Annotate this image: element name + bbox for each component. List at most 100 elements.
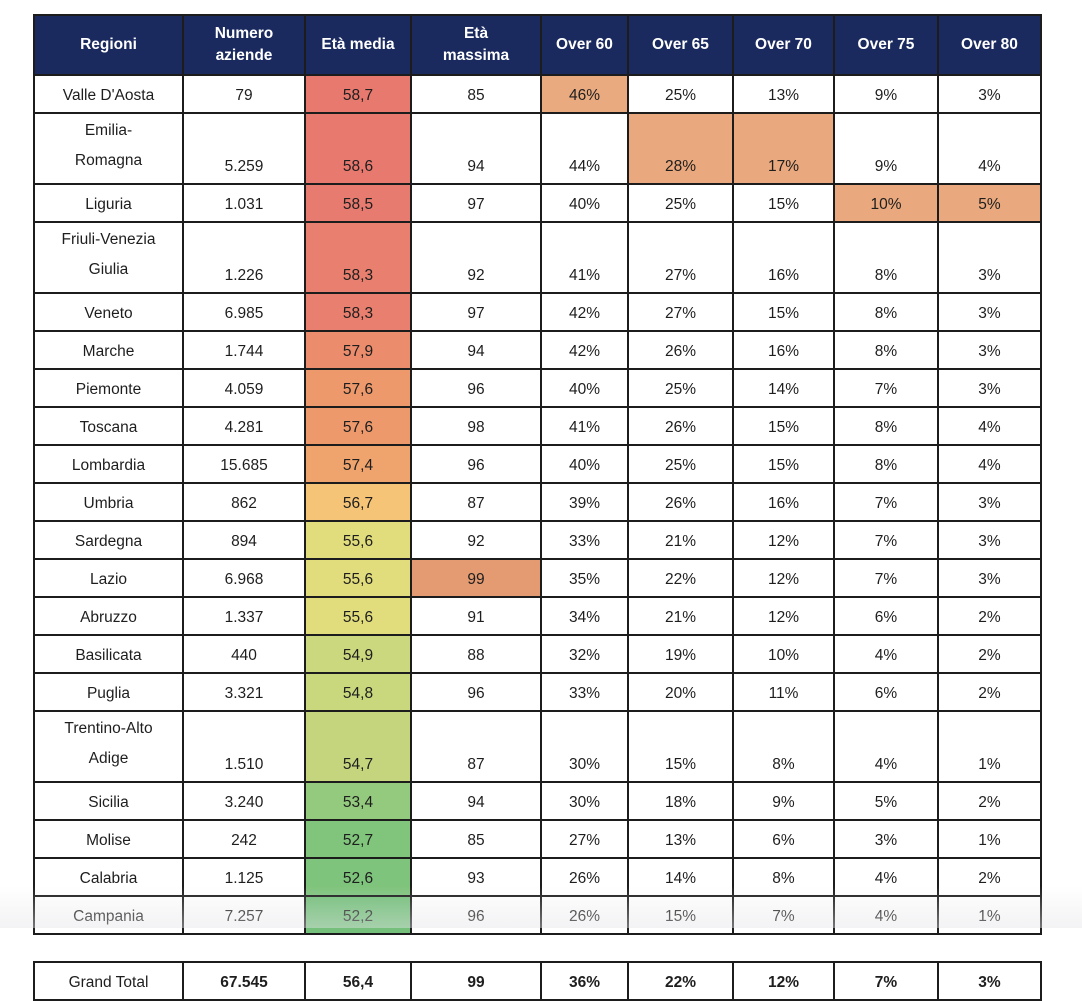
grand-total-value: 7% <box>834 962 938 1000</box>
region-name-cell: Marche <box>34 331 183 369</box>
value-cell: 79 <box>183 75 305 113</box>
value-cell: 3.240 <box>183 782 305 820</box>
value-cell: 7% <box>834 521 938 559</box>
region-name-cell: Molise <box>34 820 183 858</box>
value-cell: 21% <box>628 597 733 635</box>
value-cell: 40% <box>541 369 628 407</box>
value-cell: 27% <box>541 820 628 858</box>
value-cell: 440 <box>183 635 305 673</box>
value-cell: 4% <box>834 635 938 673</box>
value-cell: 15% <box>628 896 733 934</box>
region-name-cell: Basilicata <box>34 635 183 673</box>
value-cell: 7% <box>834 559 938 597</box>
region-name-cell: Calabria <box>34 858 183 896</box>
region-name-cell: Friuli-Venezia Giulia <box>34 222 183 293</box>
value-cell: 20% <box>628 673 733 711</box>
value-cell: 26% <box>541 858 628 896</box>
value-cell: 8% <box>834 222 938 293</box>
value-cell: 85 <box>411 820 541 858</box>
value-cell: 42% <box>541 331 628 369</box>
value-cell: 1% <box>938 711 1041 782</box>
value-cell: 21% <box>628 521 733 559</box>
value-cell: 39% <box>541 483 628 521</box>
region-name-cell: Umbria <box>34 483 183 521</box>
value-cell: 14% <box>733 369 834 407</box>
value-cell: 58,7 <box>305 75 411 113</box>
value-cell: 10% <box>733 635 834 673</box>
value-cell: 42% <box>541 293 628 331</box>
value-cell: 22% <box>628 559 733 597</box>
region-name-cell: Piemonte <box>34 369 183 407</box>
grand-total-value: 56,4 <box>305 962 411 1000</box>
region-name-cell: Toscana <box>34 407 183 445</box>
value-cell: 3% <box>938 75 1041 113</box>
value-cell: 15% <box>733 407 834 445</box>
value-cell: 46% <box>541 75 628 113</box>
value-cell: 58,3 <box>305 222 411 293</box>
region-name-cell: Lombardia <box>34 445 183 483</box>
value-cell: 242 <box>183 820 305 858</box>
value-cell: 6.968 <box>183 559 305 597</box>
value-cell: 91 <box>411 597 541 635</box>
value-cell: 9% <box>733 782 834 820</box>
value-cell: 94 <box>411 782 541 820</box>
value-cell: 30% <box>541 782 628 820</box>
value-cell: 40% <box>541 445 628 483</box>
value-cell: 15% <box>733 293 834 331</box>
column-header-over-80: Over 80 <box>938 15 1041 75</box>
value-cell: 2% <box>938 858 1041 896</box>
value-cell: 98 <box>411 407 541 445</box>
value-cell: 94 <box>411 331 541 369</box>
value-cell: 6% <box>834 597 938 635</box>
value-cell: 32% <box>541 635 628 673</box>
value-cell: 5% <box>834 782 938 820</box>
value-cell: 55,6 <box>305 597 411 635</box>
column-header-over-65: Over 65 <box>628 15 733 75</box>
value-cell: 57,4 <box>305 445 411 483</box>
region-name-cell: Sicilia <box>34 782 183 820</box>
value-cell: 1.125 <box>183 858 305 896</box>
value-cell: 40% <box>541 184 628 222</box>
value-cell: 5% <box>938 184 1041 222</box>
value-cell: 25% <box>628 75 733 113</box>
value-cell: 6% <box>834 673 938 711</box>
value-cell: 7.257 <box>183 896 305 934</box>
region-name-cell: Veneto <box>34 293 183 331</box>
value-cell: 17% <box>733 113 834 184</box>
value-cell: 6.985 <box>183 293 305 331</box>
grand-total-value: 99 <box>411 962 541 1000</box>
value-cell: 12% <box>733 559 834 597</box>
value-cell: 1% <box>938 896 1041 934</box>
value-cell: 7% <box>834 369 938 407</box>
value-cell: 8% <box>733 711 834 782</box>
value-cell: 41% <box>541 222 628 293</box>
value-cell: 54,7 <box>305 711 411 782</box>
value-cell: 13% <box>733 75 834 113</box>
value-cell: 97 <box>411 293 541 331</box>
value-cell: 35% <box>541 559 628 597</box>
value-cell: 3.321 <box>183 673 305 711</box>
value-cell: 92 <box>411 521 541 559</box>
grand-total-value: 36% <box>541 962 628 1000</box>
value-cell: 1.510 <box>183 711 305 782</box>
value-cell: 3% <box>938 331 1041 369</box>
grand-total-value: 3% <box>938 962 1041 1000</box>
value-cell: 88 <box>411 635 541 673</box>
value-cell: 58,3 <box>305 293 411 331</box>
value-cell: 96 <box>411 445 541 483</box>
column-header-over-70: Over 70 <box>733 15 834 75</box>
